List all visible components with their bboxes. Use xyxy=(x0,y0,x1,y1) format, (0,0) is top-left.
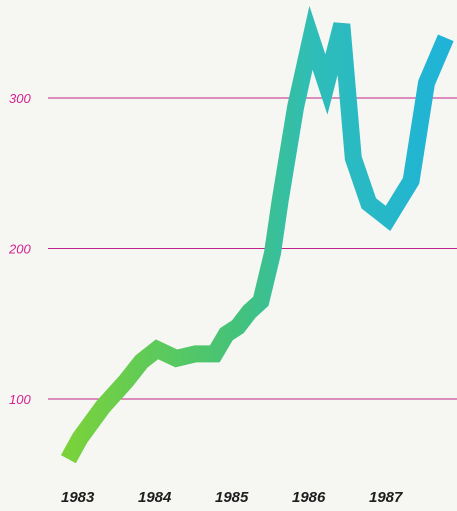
x-tick-label: 1985 xyxy=(215,489,249,506)
y-tick-label: 200 xyxy=(8,242,31,257)
x-tick-label: 1983 xyxy=(61,489,95,506)
y-tick-label: 100 xyxy=(9,392,31,407)
x-axis-ticks: 1983 1984 1985 1986 1987 xyxy=(61,489,403,506)
series-line xyxy=(60,5,454,464)
y-tick-label: 300 xyxy=(9,91,31,106)
gridlines xyxy=(48,97,457,400)
x-tick-label: 1984 xyxy=(138,489,172,506)
x-tick-label: 1986 xyxy=(292,489,326,506)
x-tick-label: 1987 xyxy=(369,489,403,506)
y-axis-ticks: 100 200 300 xyxy=(8,91,31,407)
series-group xyxy=(60,5,454,464)
